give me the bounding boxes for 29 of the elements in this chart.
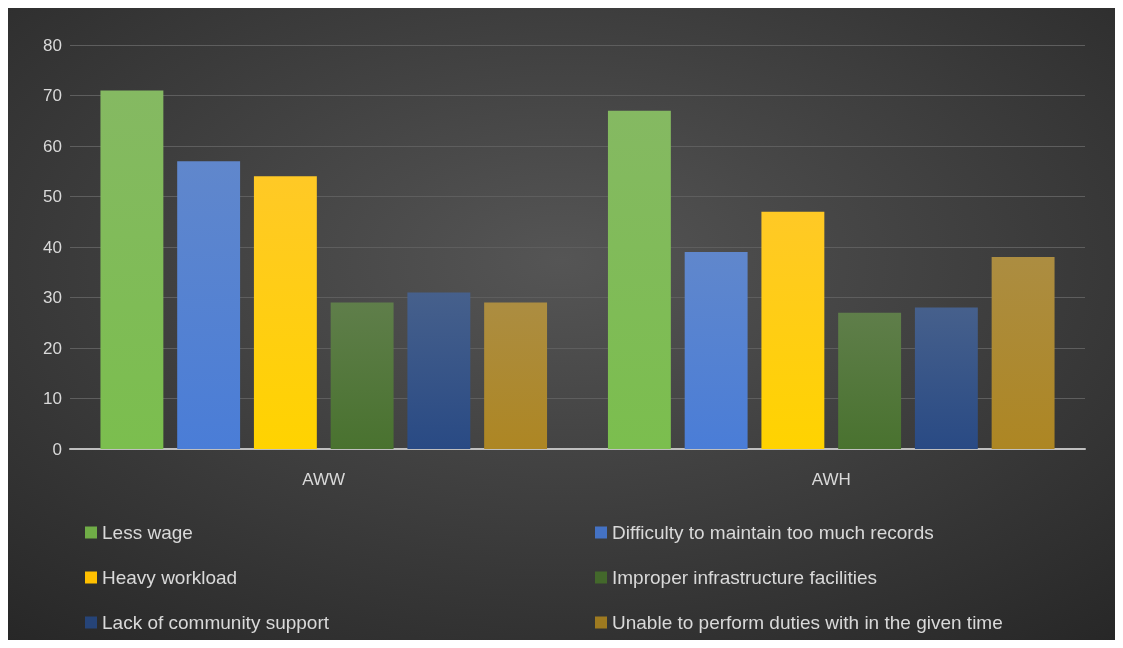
x-tick-label: AWW (302, 470, 346, 489)
bar (991, 257, 1055, 449)
x-tick-label: AWH (811, 470, 851, 489)
bar (177, 161, 241, 449)
y-tick-label: 10 (43, 389, 62, 408)
bar (761, 211, 825, 449)
y-tick-label: 60 (43, 136, 62, 156)
legend-label: Difficulty to maintain too much records (612, 522, 934, 543)
bar (838, 312, 902, 449)
legend-label: Lack of community support (102, 612, 330, 633)
y-tick-label: 80 (43, 35, 62, 55)
y-tick-label: 40 (43, 237, 62, 257)
bar (684, 252, 748, 449)
bar (914, 307, 978, 449)
y-tick-label: 70 (43, 86, 62, 105)
y-tick-label: 20 (43, 338, 62, 358)
y-tick-label: 0 (52, 439, 62, 459)
legend-label: Heavy workload (102, 567, 238, 588)
legend-label: Unable to perform duties with in the given time (612, 612, 1003, 633)
bar (407, 292, 471, 449)
bar (100, 90, 164, 449)
y-tick-label: 50 (43, 187, 62, 206)
bar (607, 110, 671, 449)
legend-label: Less wage (102, 522, 193, 543)
bar (253, 176, 317, 449)
legend-label: Improper infrastructure facilities (612, 567, 878, 588)
y-tick-label: 30 (43, 288, 62, 307)
bar (484, 302, 548, 449)
bar (330, 302, 394, 449)
